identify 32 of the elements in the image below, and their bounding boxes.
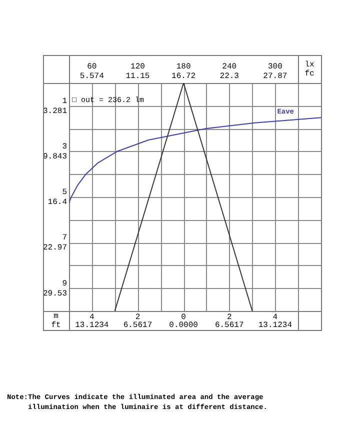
text: 13.1234 <box>75 321 109 330</box>
y2-tick-label: 16.4 <box>48 198 68 208</box>
x2-tick-label: 60 <box>87 62 97 72</box>
text: 13.1234 <box>258 321 292 330</box>
x2-tick-label: 120 <box>130 62 146 72</box>
text: 5.574 <box>80 72 104 82</box>
x2-tick-label: 300 <box>268 62 283 72</box>
x-tick-label: 4 <box>90 312 95 322</box>
y-tick-label: 3 <box>62 142 68 152</box>
x-tick-label: 2 <box>135 312 140 322</box>
y2-tick-label: 22.97 <box>42 244 68 253</box>
y-tick-label: 7 <box>62 234 68 243</box>
x-tick-label: 0 <box>181 312 186 322</box>
text: 16.72 <box>172 72 196 82</box>
x2-tick-label: 180 <box>176 62 191 72</box>
y-tick-label: 9 <box>62 279 68 288</box>
text: 0.0000 <box>169 321 198 330</box>
x-axis-title: m ft <box>51 312 61 330</box>
text: 6.5617 <box>123 321 152 330</box>
text: 27.87 <box>263 72 288 82</box>
x-tick-label: 2 <box>226 312 232 322</box>
text: 11.15 <box>126 72 150 82</box>
x2-axis-title: lx fc <box>304 60 315 79</box>
y-tick-label: 5 <box>62 188 68 198</box>
text: 22.3 <box>220 72 240 82</box>
text: 6.5617 <box>214 321 244 330</box>
y2-tick-label: 9.843 <box>42 152 68 162</box>
y-tick-label: 1 <box>62 96 68 106</box>
x2-tick-label: 240 <box>222 62 237 72</box>
y2-tick-label: 3.281 <box>42 106 68 116</box>
y2-tick-label: 29.53 <box>42 289 68 298</box>
x-tick-label: 4 <box>272 312 278 322</box>
